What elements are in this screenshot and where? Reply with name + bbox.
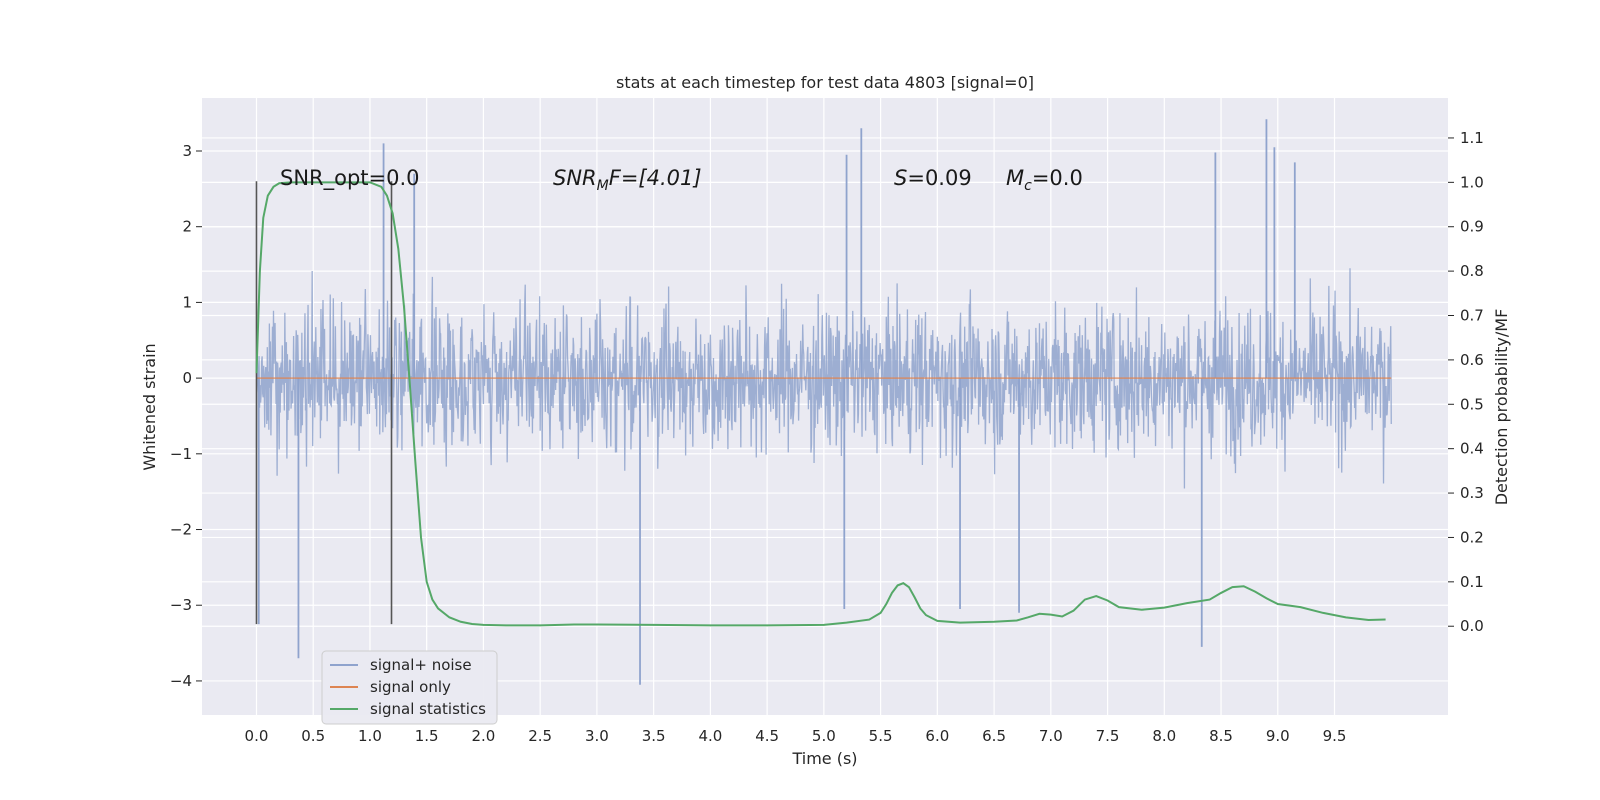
y-tick-label: −4 xyxy=(170,672,192,690)
x-tick-label: 1.5 xyxy=(415,727,439,745)
x-tick-label: 5.0 xyxy=(812,727,836,745)
y2-tick-label: 0.5 xyxy=(1460,395,1484,413)
y2-tick-label: 0.7 xyxy=(1460,307,1484,325)
y2-tick-label: 1.0 xyxy=(1460,173,1484,191)
legend: signal+ noise signal only signal statist… xyxy=(321,650,498,725)
legend-label-signal-statistics: signal statistics xyxy=(370,700,486,718)
y2-tick-label: 0.8 xyxy=(1460,262,1484,280)
annotation-s: S=0.09 xyxy=(894,166,972,190)
y2-tick-label: 0.6 xyxy=(1460,351,1484,369)
y-axis-label: Whitened strain xyxy=(140,343,159,470)
y2-tick-labels: 0.0 0.1 0.2 0.3 0.4 0.5 0.6 0.7 0.8 0.9 1.0 1.1 xyxy=(1448,129,1484,635)
y-tick-label: −1 xyxy=(170,445,192,463)
y-tick-label: −2 xyxy=(170,521,192,539)
grid-lines xyxy=(202,98,1448,715)
y2-tick-label: 0.1 xyxy=(1460,573,1484,591)
y2-tick-label: 0.2 xyxy=(1460,528,1484,546)
legend-label-signal-only: signal only xyxy=(370,678,451,696)
legend-box xyxy=(321,650,498,725)
y-tick-label: 3 xyxy=(182,142,192,160)
y2-tick-label: 0.9 xyxy=(1460,218,1484,236)
y-tick-label: 2 xyxy=(182,218,192,236)
y2-tick-label: 0.3 xyxy=(1460,484,1484,502)
y2-axis-label: Detection probability/MF xyxy=(1492,309,1511,506)
chart-title: stats at each timestep for test data 480… xyxy=(616,73,1034,92)
x-tick-label: 6.5 xyxy=(982,727,1006,745)
vertical-markers xyxy=(255,181,393,625)
x-tick-labels: 0.0 0.5 1.0 1.5 2.0 2.5 3.0 3.5 4.0 4.5 5.0 5.5 6.0 6… xyxy=(245,727,1347,745)
x-tick-label: 2.0 xyxy=(471,727,495,745)
x-tick-label: 9.0 xyxy=(1266,727,1290,745)
signal-statistics-series xyxy=(255,181,1386,627)
x-tick-label: 2.5 xyxy=(528,727,552,745)
signal-statistics-line xyxy=(255,181,1386,627)
x-tick-label: 7.5 xyxy=(1096,727,1120,745)
x-tick-label: 4.0 xyxy=(698,727,722,745)
y2-tick-label: 0.4 xyxy=(1460,440,1484,458)
x-tick-label: 3.0 xyxy=(585,727,609,745)
annotation-mc: Mc=0.0 xyxy=(1006,166,1083,194)
x-tick-label: 4.5 xyxy=(755,727,779,745)
x-tick-label: 3.5 xyxy=(642,727,666,745)
y2-tick-label: 0.0 xyxy=(1460,617,1484,635)
y-tick-label: 1 xyxy=(182,293,192,311)
x-tick-label: 6.0 xyxy=(925,727,949,745)
y-tick-label: −3 xyxy=(170,596,192,614)
y-tick-labels: −4 −3 −2 −1 0 1 2 3 xyxy=(170,142,202,690)
x-tick-label: 8.5 xyxy=(1209,727,1233,745)
x-axis-label: Time (s) xyxy=(791,749,857,768)
x-tick-label: 0.5 xyxy=(301,727,325,745)
annotation-snr-opt: SNR_opt=0.0 xyxy=(280,166,420,191)
x-tick-label: 9.5 xyxy=(1323,727,1347,745)
x-tick-label: 5.5 xyxy=(869,727,893,745)
x-tick-label: 0.0 xyxy=(245,727,269,745)
annotation-snr-mf: SNRMF=[4.01] xyxy=(553,166,702,194)
y2-tick-label: 1.1 xyxy=(1460,129,1484,147)
x-tick-label: 7.0 xyxy=(1039,727,1063,745)
x-tick-label: 8.0 xyxy=(1152,727,1176,745)
x-tick-label: 1.0 xyxy=(358,727,382,745)
legend-label-signal-noise: signal+ noise xyxy=(370,656,472,674)
y-tick-label: 0 xyxy=(182,369,192,387)
